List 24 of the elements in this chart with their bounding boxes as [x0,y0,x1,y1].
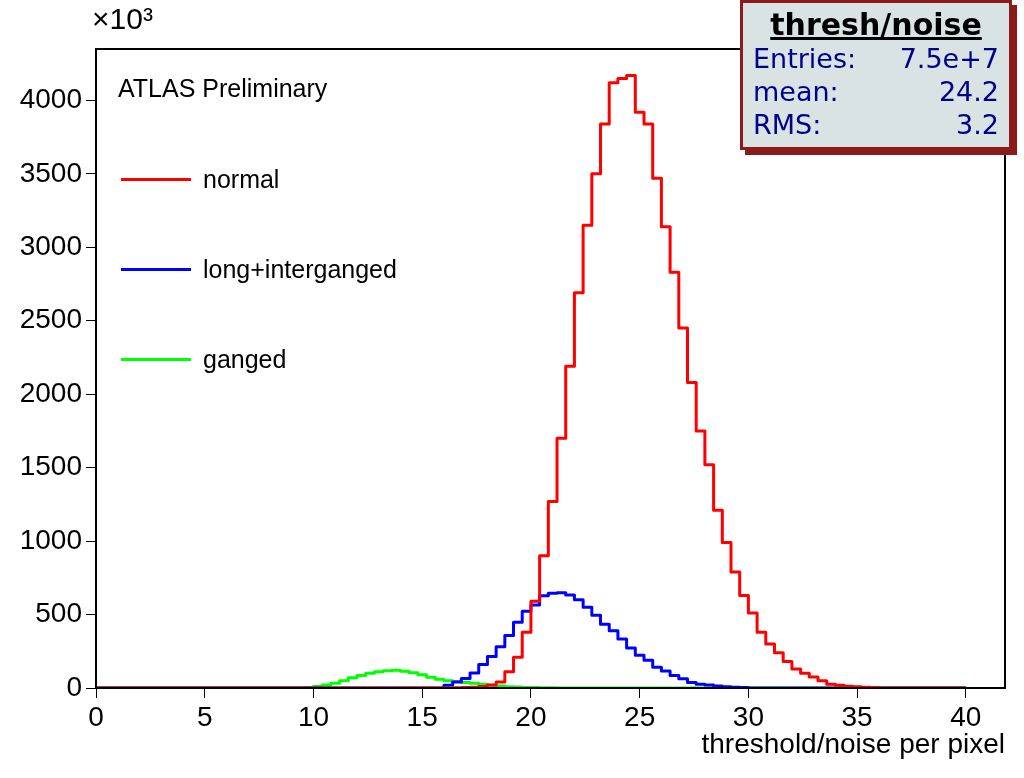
x-tick-label: 10 [297,700,330,732]
legend-label: normal [203,165,280,194]
y-tick-label: 3500 [19,156,82,188]
chart-title: thresh/noise [769,7,983,42]
y-tick-label: 2000 [19,376,82,408]
text: ×10³ [92,2,153,36]
x-tick-label: 5 [196,700,213,732]
text: Entries: 7.5e+7 [753,43,999,74]
y-tick-label: 500 [35,597,82,629]
text: RMS: 3.2 [753,109,999,140]
legend-label: long+interganged [203,255,397,284]
x-tick-label: 20 [515,700,547,732]
y-tick-label: 4000 [19,83,82,115]
text: mean: 24.2 [753,76,999,107]
y-tick-label: 0 [66,670,82,702]
y-tick-label: 3000 [19,230,82,262]
legend-label: ganged [203,345,287,374]
x-tick-label: 0 [88,700,104,732]
y-tick-label: 2500 [19,303,82,335]
annotation: ATLAS Preliminary [118,74,328,103]
y-tick-label: 1000 [19,523,82,555]
y-tick-label: 1500 [19,450,82,482]
x-tick-label: 15 [406,700,438,732]
x-tick-label: 25 [624,700,656,732]
